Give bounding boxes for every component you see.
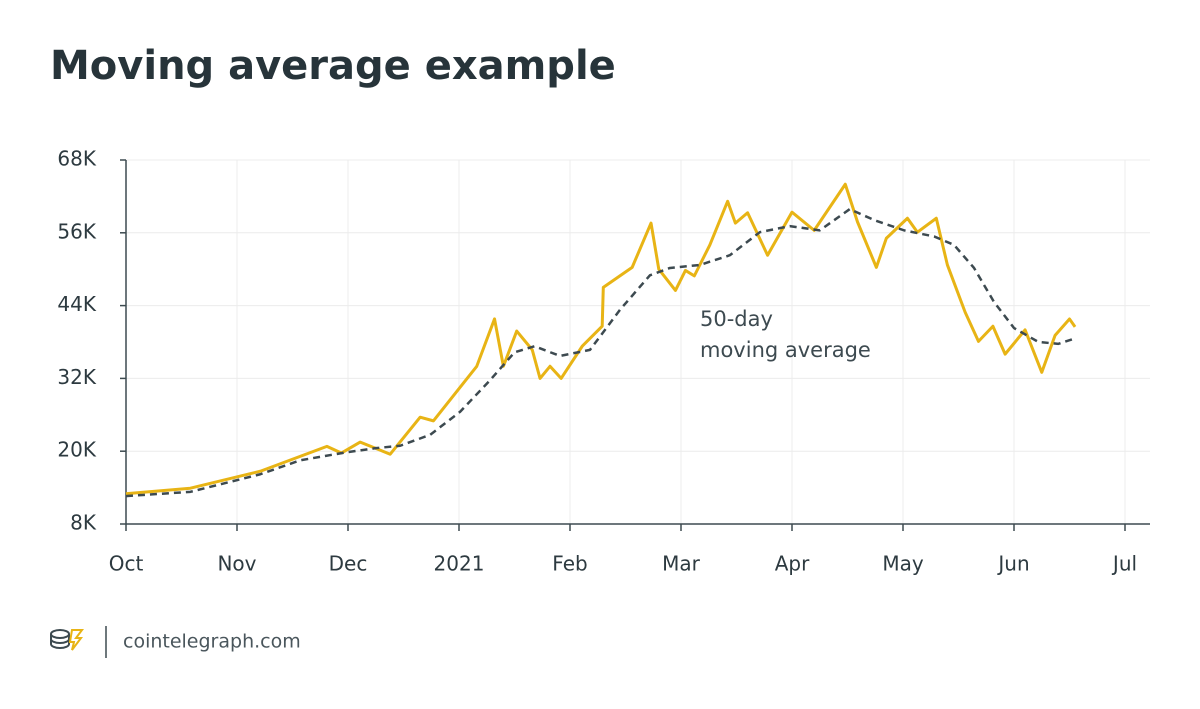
y-tick-label: 56K: [57, 219, 96, 243]
moving-average-line: [125, 207, 1076, 498]
x-tick-label: Nov: [217, 552, 256, 576]
x-tick-label: Feb: [552, 552, 587, 576]
y-tick-label: 68K: [57, 147, 96, 171]
x-tick-label: Oct: [109, 552, 144, 576]
x-tick-label: Mar: [662, 552, 701, 576]
price-line: [125, 182, 1077, 496]
x-tick-label: Dec: [329, 552, 368, 576]
x-tick-label: 2021: [434, 552, 485, 576]
source: cointelegraph.com: [123, 631, 301, 653]
annotation-line: moving average: [700, 338, 871, 362]
annotation: 50-day moving average: [700, 307, 871, 362]
x-tick-label: Jun: [996, 552, 1029, 576]
x-tick-label: May: [882, 552, 924, 576]
y-tick-label: 44K: [57, 292, 96, 316]
annotation-line: 50-day: [700, 307, 773, 331]
y-tick-label: 8K: [70, 511, 97, 535]
y-tick-label: 32K: [57, 365, 96, 389]
x-tick-label: Apr: [775, 552, 810, 576]
y-tick-label: 20K: [57, 438, 96, 462]
x-tick-label: Jul: [1111, 552, 1137, 576]
logo: [50, 629, 84, 651]
chart-title: Moving average example: [50, 43, 616, 89]
